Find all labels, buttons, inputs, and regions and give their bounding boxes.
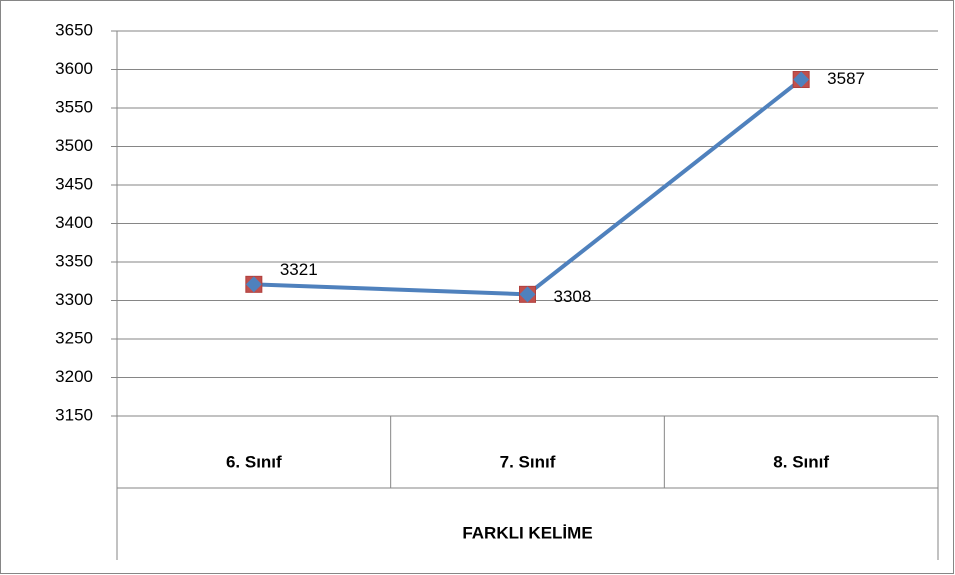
group-label: FARKLI KELİME — [462, 523, 592, 542]
marker-diamond — [793, 71, 810, 88]
x-tick-label: 7. Sınıf — [500, 452, 556, 471]
y-tick-label: 3400 — [55, 213, 93, 232]
y-tick-label: 3150 — [55, 405, 93, 424]
y-tick-label: 3300 — [55, 290, 93, 309]
x-tick-label: 6. Sınıf — [226, 452, 282, 471]
y-tick-label: 3500 — [55, 136, 93, 155]
y-tick-label: 3550 — [55, 97, 93, 116]
marker-diamond — [245, 276, 262, 293]
y-tick-label: 3450 — [55, 174, 93, 193]
x-tick-label: 8. Sınıf — [773, 452, 829, 471]
y-tick-label: 3650 — [55, 20, 93, 39]
y-tick-label: 3350 — [55, 251, 93, 270]
data-label: 3308 — [554, 287, 592, 306]
y-tick-label: 3250 — [55, 328, 93, 347]
data-label: 3321 — [280, 260, 318, 279]
y-tick-label: 3600 — [55, 59, 93, 78]
marker-diamond — [519, 286, 536, 303]
y-tick-label: 3200 — [55, 367, 93, 386]
data-label: 3587 — [827, 69, 865, 88]
